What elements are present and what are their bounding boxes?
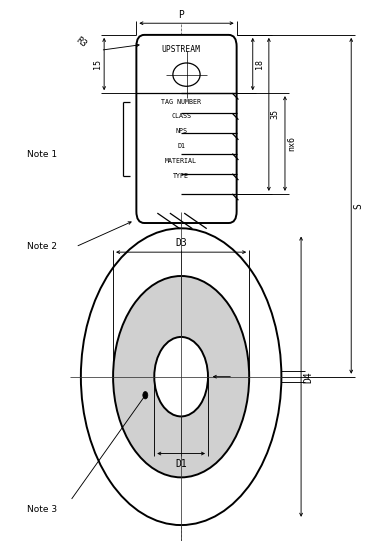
Text: TYPE: TYPE	[173, 173, 189, 179]
Text: NPS: NPS	[175, 128, 187, 134]
Circle shape	[81, 229, 281, 525]
Text: 18: 18	[255, 59, 264, 69]
Circle shape	[154, 337, 208, 416]
Text: S: S	[353, 203, 363, 209]
Text: D4: D4	[303, 371, 313, 383]
Text: UPSTREAM: UPSTREAM	[162, 45, 201, 54]
Text: R3: R3	[74, 36, 88, 50]
Circle shape	[113, 276, 249, 477]
Text: Note 3: Note 3	[27, 505, 57, 514]
Circle shape	[143, 391, 148, 399]
Text: nx6: nx6	[287, 136, 296, 151]
Text: TAG NUMBER: TAG NUMBER	[161, 99, 201, 105]
Ellipse shape	[173, 63, 200, 86]
Text: P: P	[178, 10, 184, 20]
Text: D1: D1	[175, 459, 187, 469]
Text: CLASS: CLASS	[171, 114, 191, 119]
Text: MATERIAL: MATERIAL	[165, 158, 197, 164]
Text: 35: 35	[271, 109, 280, 119]
Text: Note 2: Note 2	[27, 242, 57, 251]
Text: Note 1: Note 1	[27, 150, 57, 158]
Text: D3: D3	[175, 237, 187, 248]
FancyBboxPatch shape	[137, 35, 236, 223]
Text: D1: D1	[177, 143, 185, 149]
Text: 15: 15	[93, 59, 102, 69]
